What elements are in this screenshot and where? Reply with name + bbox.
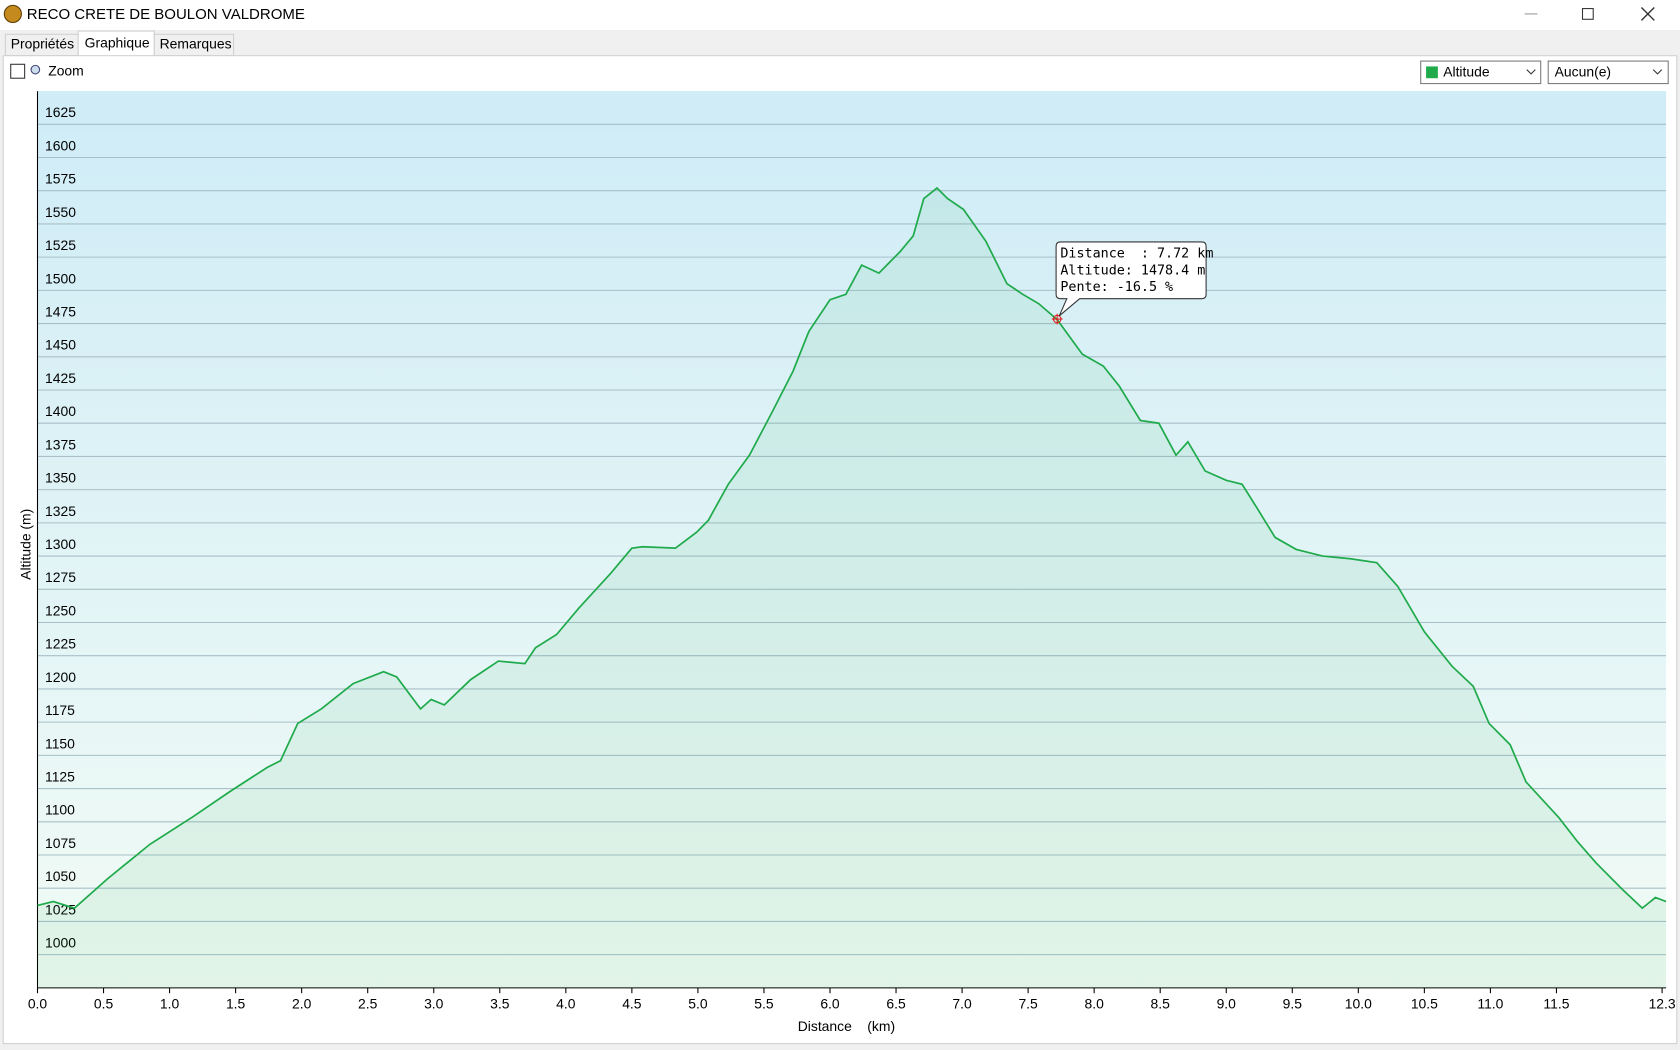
x-tick-label: 11.5 [1543, 996, 1569, 1012]
series-dropdown-label[interactable]: Altitude [1443, 64, 1490, 80]
y-tick-label: 1500 [45, 270, 76, 286]
y-tick-label: 1575 [45, 171, 76, 187]
y-axis-title: Altitude (m) [17, 509, 33, 580]
x-tick-label: 7.0 [952, 996, 972, 1012]
second-dropdown-label[interactable]: Aucun(e) [1555, 64, 1611, 80]
y-tick-label: 1200 [45, 669, 76, 685]
x-tick-label: 4.5 [622, 996, 642, 1012]
line [37, 186, 1667, 910]
second-dropdown[interactable] [1547, 60, 1669, 85]
x-tick-label: 8.0 [1084, 996, 1104, 1012]
x-tick-label: 4.0 [556, 996, 576, 1012]
y-tick-label: 1425 [45, 370, 76, 386]
y-tick-label: 1375 [45, 436, 76, 452]
area-fill [37, 188, 1667, 988]
series-swatch [1426, 66, 1438, 79]
tab-label[interactable]: Graphique [85, 35, 150, 51]
x-tick-label: 3.0 [424, 996, 444, 1012]
x-tick-label: 9.0 [1217, 996, 1237, 1012]
x-tick-label: 2.0 [292, 996, 312, 1012]
y-tick-label: 1275 [45, 569, 76, 585]
window-title: RECO CRETE DE BOULON VALDROME [27, 6, 305, 23]
dropdown-arrow [1652, 69, 1663, 75]
x-tick-label: 6.0 [820, 996, 840, 1012]
y-tick-label: 1225 [45, 636, 76, 652]
x-tick-label: 1.5 [226, 996, 246, 1012]
plot-area [37, 91, 1667, 988]
zoom-icon [30, 64, 41, 75]
y-tick-label: 1100 [45, 802, 75, 818]
plot: 1000102510501075110011251150117512001225… [28, 91, 1676, 1012]
y-tick-label: 1625 [45, 104, 76, 120]
x-tick-label: 10.0 [1345, 996, 1372, 1012]
y-tick-label: 1475 [45, 304, 76, 320]
x-tick-label: 8.5 [1151, 996, 1171, 1012]
y-tick-label: 1075 [45, 835, 76, 851]
y-tick-label: 1400 [45, 403, 76, 419]
tab-label[interactable]: Propriétés [11, 36, 74, 52]
x-tick-label: 10.5 [1411, 996, 1438, 1012]
y-tick-label: 1250 [45, 602, 76, 618]
x-tick-label: 5.0 [688, 996, 708, 1012]
y-tick-label: 1175 [45, 702, 75, 718]
y-tick-label: 1550 [45, 204, 76, 220]
cursor-cross [1051, 313, 1063, 325]
y-tick-label: 1000 [45, 935, 76, 951]
x-axis-title: Distance (km) [798, 1018, 895, 1034]
y-tick-label: 1525 [45, 237, 76, 253]
x-tick-label: 12.3 [1649, 996, 1676, 1012]
tab-label[interactable]: Remarques [160, 36, 232, 52]
x-tick-label: 1.0 [160, 996, 180, 1012]
x-tick-label: 5.5 [754, 996, 774, 1012]
y-tick-label: 1450 [45, 337, 76, 353]
x-tick-label: 2.5 [358, 996, 378, 1012]
tooltip-box [1055, 241, 1207, 317]
app-icon [3, 4, 22, 24]
zoom-label[interactable]: Zoom [48, 62, 84, 78]
x-tick-label: 7.5 [1018, 996, 1038, 1012]
y-tick-label: 1125 [45, 769, 75, 785]
y-tick-label: 1300 [45, 536, 76, 552]
y-tick-label: 1150 [45, 735, 75, 751]
restore-button[interactable] [1581, 8, 1594, 20]
y-tick-label: 1050 [45, 868, 76, 884]
x-tick-label: 3.5 [490, 996, 510, 1012]
tooltip-line: Distance : 7.72 km [1060, 247, 1213, 262]
zoom-checkbox[interactable] [10, 63, 26, 79]
title-bar [0, 0, 1680, 30]
y-tick-label: 1350 [45, 470, 76, 486]
dropdown-arrow [1526, 69, 1536, 75]
y-tick-label: 1600 [45, 137, 76, 153]
tooltip-line: Altitude: 1478.4 m [1060, 263, 1205, 278]
x-tick-label: 0.5 [94, 996, 114, 1012]
series-dropdown[interactable] [1420, 60, 1542, 85]
y-tick-label: 1325 [45, 503, 76, 519]
x-tick-label: 11.0 [1477, 996, 1503, 1012]
x-tick-label: 6.5 [886, 996, 906, 1012]
x-tick-label: 0.0 [28, 996, 48, 1012]
x-tick-label: 9.5 [1283, 996, 1303, 1012]
tooltip-line: Pente: -16.5 % [1060, 280, 1173, 295]
close-button[interactable] [1640, 7, 1655, 21]
